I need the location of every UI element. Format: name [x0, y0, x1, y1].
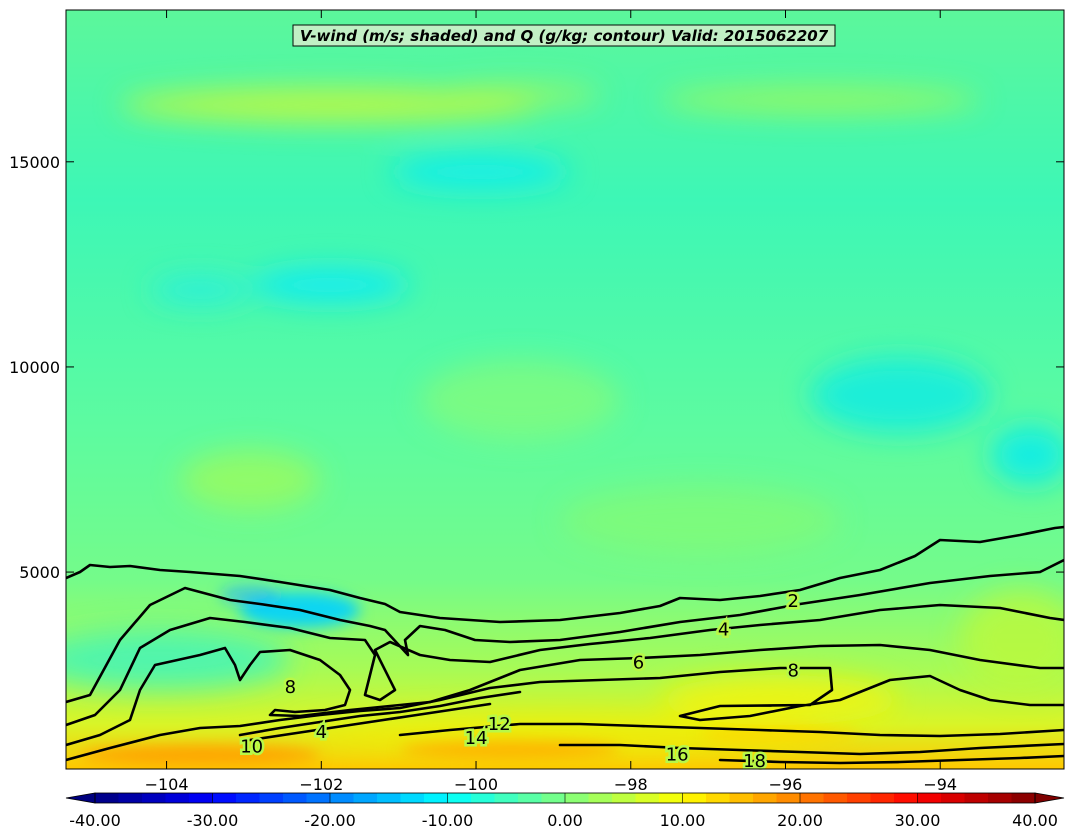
colorbar-cell — [847, 793, 871, 803]
chart-title: V-wind (m/s; shaded) and Q (g/kg; contou… — [300, 27, 829, 45]
colorbar-cell — [870, 793, 895, 803]
colorbar-cell — [753, 793, 777, 803]
contour-q-16 — [558, 742, 1064, 756]
colorbar-cell — [494, 793, 519, 803]
colorbar-cell — [988, 793, 1012, 803]
x-tick-label: −100 — [454, 775, 498, 794]
colorbar-cell — [189, 793, 213, 803]
x-tick-label: −102 — [299, 775, 343, 794]
colorbar-cell — [518, 793, 542, 803]
colorbar-label: 0.00 — [547, 811, 583, 830]
x-tick-label: −98 — [614, 775, 648, 794]
colorbar-label: 40.00 — [1012, 811, 1058, 830]
colorbar-extend-high — [1034, 792, 1065, 804]
colorbar-cell — [917, 793, 942, 803]
colorbar-cell — [306, 793, 331, 803]
colorbar-cell — [565, 793, 589, 803]
contour-label: 4 — [316, 722, 327, 743]
colorbar-label: -20.00 — [304, 811, 356, 830]
contour-q-12b — [248, 702, 492, 742]
contour-label: 8 — [787, 661, 798, 682]
colorbar-cell — [212, 793, 237, 803]
colorbar-cell — [353, 793, 378, 803]
colorbar-label: 30.00 — [895, 811, 941, 830]
contour-label: 4 — [718, 620, 729, 641]
contour-q-4 — [66, 558, 1064, 704]
colorbar-cell — [283, 793, 307, 803]
colorbar-extend-low — [65, 792, 96, 804]
colorbar-cell — [95, 793, 119, 803]
contour-label: 18 — [743, 751, 766, 772]
colorbar-cell — [682, 793, 707, 803]
colorbar-cell — [706, 793, 730, 803]
contour-label: 12 — [488, 714, 511, 735]
colorbar-label: 20.00 — [777, 811, 823, 830]
contour-label: 2 — [787, 591, 798, 612]
y-tick-label: 10000 — [9, 358, 60, 377]
colorbar-cell — [142, 793, 166, 803]
colorbar-cell — [236, 793, 260, 803]
contour-lines — [66, 525, 1064, 765]
contour-q-2 — [66, 525, 1064, 624]
colorbar: -40.00 -30.00 -20.00 -10.00 0.00 10.00 20.00 30… — [65, 792, 1065, 830]
plot-frame — [65, 9, 1065, 770]
colorbar-cell — [400, 793, 425, 803]
colorbar-cell — [330, 793, 354, 803]
colorbar-label: -30.00 — [187, 811, 239, 830]
colorbar-cell — [941, 793, 965, 803]
colorbar-cell — [964, 793, 989, 803]
contour-label: 10 — [240, 736, 263, 757]
colorbar-cell — [165, 793, 190, 803]
contour-q-10 — [66, 666, 1064, 762]
contour-q-14 — [398, 722, 1064, 738]
colorbar-cell — [424, 793, 448, 803]
contour-label: 14 — [465, 728, 488, 749]
colorbar-cell — [541, 793, 566, 803]
y-tick-label: 15000 — [9, 153, 60, 172]
contour-q-18 — [718, 754, 1064, 765]
colorbar-cell — [447, 793, 472, 803]
colorbar-label: -40.00 — [69, 811, 121, 830]
colorbar-cell — [588, 793, 613, 803]
colorbar-cell — [259, 793, 284, 803]
shaded-field — [66, 10, 1064, 769]
chart-title-box: V-wind (m/s; shaded) and Q (g/kg; contou… — [292, 24, 836, 47]
contour-q-6 — [66, 603, 1064, 727]
contour-label: 8 — [285, 677, 296, 698]
colorbar-cell — [1011, 793, 1036, 803]
colorbar-cell — [894, 793, 918, 803]
colorbar-cell — [471, 793, 495, 803]
colorbar-cell — [800, 793, 824, 803]
colorbar-label: -10.00 — [422, 811, 474, 830]
colorbar-cell — [776, 793, 801, 803]
colorbar-cell — [823, 793, 848, 803]
colorbar-cell — [729, 793, 754, 803]
colorbar-cell — [377, 793, 401, 803]
contour-label: 16 — [666, 745, 689, 766]
colorbar-label: 10.00 — [660, 811, 706, 830]
axis-ticks — [66, 10, 1064, 769]
x-tick-label: −104 — [145, 775, 189, 794]
contour-label: 6 — [633, 652, 644, 673]
colorbar-cell — [635, 793, 660, 803]
colorbar-cell — [659, 793, 683, 803]
colorbar-cell — [118, 793, 143, 803]
x-tick-label: −94 — [923, 775, 957, 794]
x-tick-label: −96 — [769, 775, 803, 794]
contour-q-8 — [66, 643, 1064, 747]
y-tick-label: 5000 — [19, 563, 60, 582]
colorbar-cell — [612, 793, 636, 803]
contour-q-12 — [238, 690, 522, 737]
